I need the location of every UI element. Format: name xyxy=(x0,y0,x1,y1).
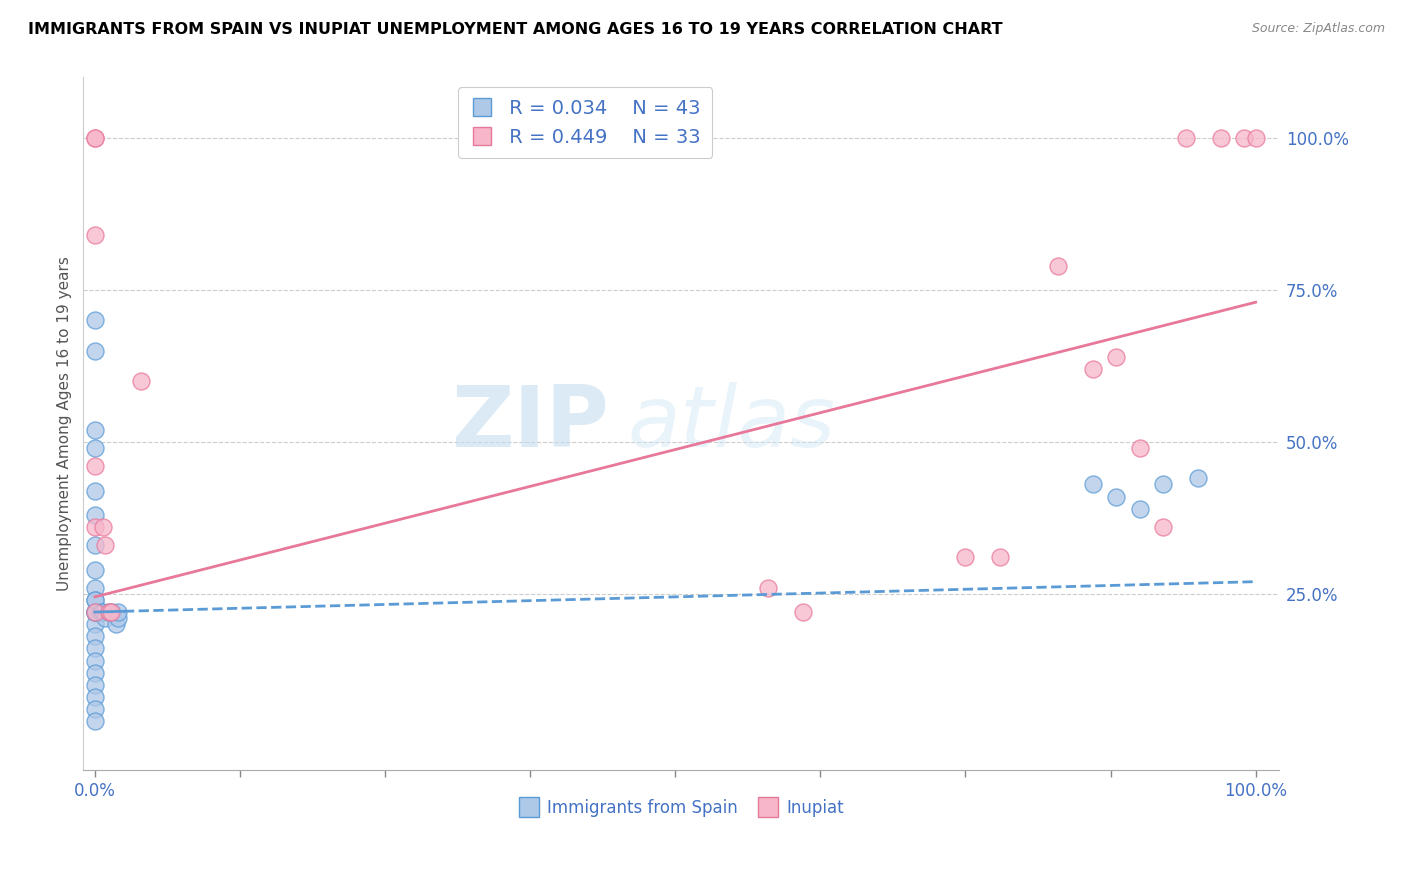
Point xyxy=(1129,501,1152,516)
Point xyxy=(83,538,105,552)
Point xyxy=(83,641,105,656)
Point xyxy=(83,441,105,455)
Point xyxy=(90,605,112,619)
Point xyxy=(83,423,105,437)
Point xyxy=(1244,131,1267,145)
Point xyxy=(83,605,105,619)
Point xyxy=(83,665,105,680)
Point xyxy=(83,617,105,632)
Point xyxy=(101,605,124,619)
Point xyxy=(83,581,105,595)
Point xyxy=(83,131,105,145)
Point xyxy=(1105,350,1128,364)
Point xyxy=(1105,490,1128,504)
Point xyxy=(83,459,105,474)
Point xyxy=(94,611,117,625)
Point xyxy=(83,562,105,576)
Point xyxy=(83,593,105,607)
Point xyxy=(1152,477,1174,491)
Point xyxy=(792,605,814,619)
Point xyxy=(107,611,129,625)
Point xyxy=(97,605,120,619)
Point xyxy=(83,605,105,619)
Point xyxy=(83,343,105,358)
Point xyxy=(100,605,122,619)
Point xyxy=(955,550,977,565)
Point xyxy=(1081,362,1104,376)
Point xyxy=(1233,131,1256,145)
Point xyxy=(83,605,105,619)
Point xyxy=(1081,477,1104,491)
Point xyxy=(83,605,105,619)
Point xyxy=(91,605,114,619)
Point xyxy=(83,629,105,643)
Point xyxy=(83,483,105,498)
Point xyxy=(83,714,105,729)
Point xyxy=(83,690,105,704)
Point xyxy=(94,538,117,552)
Text: Source: ZipAtlas.com: Source: ZipAtlas.com xyxy=(1251,22,1385,36)
Point xyxy=(97,605,120,619)
Point xyxy=(1175,131,1198,145)
Point xyxy=(83,654,105,668)
Point xyxy=(83,702,105,716)
Point xyxy=(131,374,153,388)
Text: atlas: atlas xyxy=(627,382,835,466)
Point xyxy=(1047,259,1070,273)
Point xyxy=(107,605,129,619)
Point xyxy=(1187,471,1209,485)
Text: IMMIGRANTS FROM SPAIN VS INUPIAT UNEMPLOYMENT AMONG AGES 16 TO 19 YEARS CORRELAT: IMMIGRANTS FROM SPAIN VS INUPIAT UNEMPLO… xyxy=(28,22,1002,37)
Point xyxy=(91,520,114,534)
Point xyxy=(756,581,779,595)
Point xyxy=(83,678,105,692)
Point xyxy=(83,520,105,534)
Point xyxy=(83,228,105,243)
Point xyxy=(104,617,127,632)
Point xyxy=(83,508,105,522)
Point xyxy=(83,605,105,619)
Point xyxy=(1209,131,1232,145)
Y-axis label: Unemployment Among Ages 16 to 19 years: Unemployment Among Ages 16 to 19 years xyxy=(58,256,72,591)
Point xyxy=(1152,520,1174,534)
Point xyxy=(83,313,105,327)
Point xyxy=(83,131,105,145)
Point xyxy=(83,593,105,607)
Text: ZIP: ZIP xyxy=(451,382,609,466)
Point xyxy=(988,550,1011,565)
Point xyxy=(1129,441,1152,455)
Legend: Immigrants from Spain, Inupiat: Immigrants from Spain, Inupiat xyxy=(512,793,851,824)
